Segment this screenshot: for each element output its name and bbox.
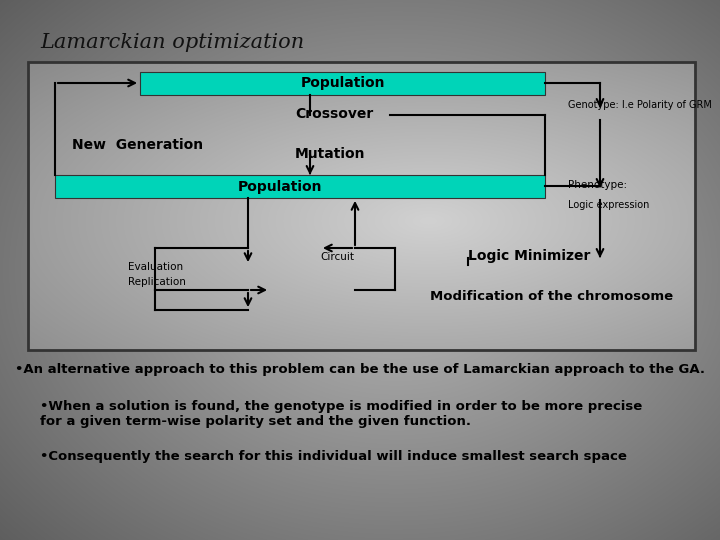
Text: Genotype: I.e Polarity of GRM: Genotype: I.e Polarity of GRM xyxy=(568,100,712,110)
Text: Population: Population xyxy=(238,179,323,193)
Text: Population: Population xyxy=(300,77,384,91)
Text: Logic Minimizer: Logic Minimizer xyxy=(468,249,590,263)
Text: Replication: Replication xyxy=(128,277,186,287)
Text: Evaluation: Evaluation xyxy=(128,262,183,272)
Bar xyxy=(55,175,545,198)
Text: Crossover: Crossover xyxy=(295,107,373,121)
Text: Circuit: Circuit xyxy=(320,252,354,262)
Text: •An alternative approach to this problem can be the use of Lamarckian approach t: •An alternative approach to this problem… xyxy=(15,363,705,376)
Text: •When a solution is found, the genotype is modified in order to be more precise
: •When a solution is found, the genotype … xyxy=(40,400,642,428)
Text: New  Generation: New Generation xyxy=(72,138,203,152)
Text: Modification of the chromosome: Modification of the chromosome xyxy=(430,290,673,303)
Text: Logic expression: Logic expression xyxy=(568,200,649,210)
Text: •Consequently the search for this individual will induce smallest search space: •Consequently the search for this indivi… xyxy=(40,450,627,463)
Bar xyxy=(140,72,545,95)
Text: Lamarckian optimization: Lamarckian optimization xyxy=(40,33,305,52)
Text: Phenotype:: Phenotype: xyxy=(568,180,627,190)
Text: Mutation: Mutation xyxy=(295,147,366,161)
Bar xyxy=(28,62,695,350)
